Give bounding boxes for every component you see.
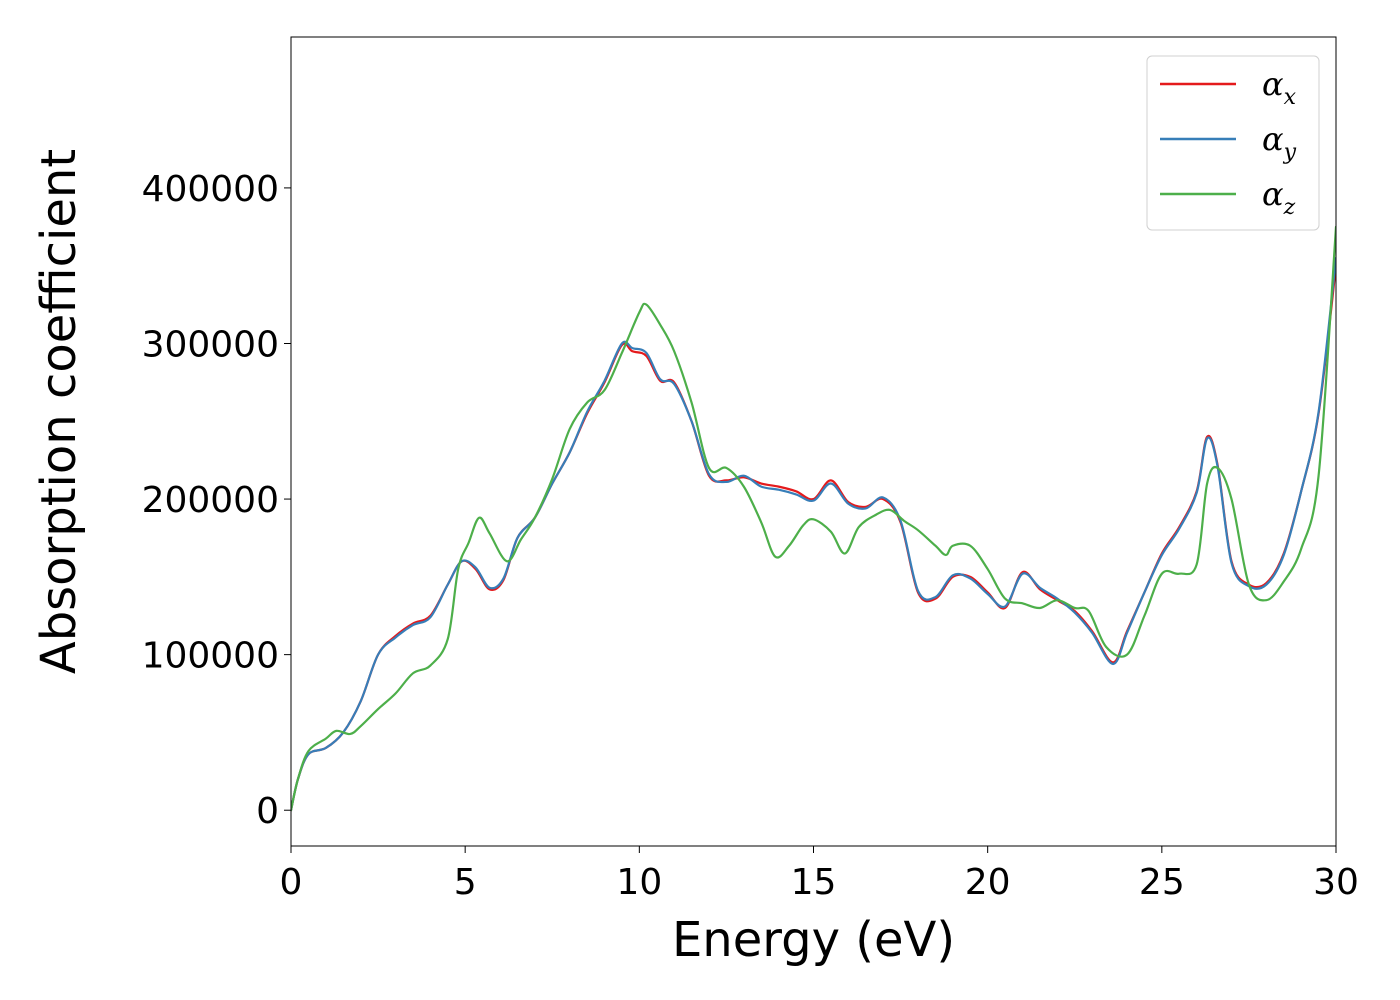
y-tick-label: 400000: [142, 169, 279, 210]
legend-label-x: αx: [1262, 65, 1297, 110]
x-tick-label: 0: [280, 862, 303, 903]
legend-box: [1146, 55, 1320, 231]
legend-label-main: α: [1262, 65, 1284, 103]
legend-label-main: α: [1262, 175, 1284, 213]
legend-label-y: αy: [1262, 120, 1297, 165]
x-tick-label: 15: [791, 862, 837, 903]
y-tick-label: 200000: [142, 480, 279, 521]
x-tick-label: 20: [965, 862, 1011, 903]
x-tick-label: 10: [616, 862, 662, 903]
y-tick-label: 0: [256, 791, 279, 832]
y-tick-label: 300000: [142, 324, 279, 365]
series-line-z: [291, 225, 1336, 812]
x-tick-label: 30: [1313, 862, 1359, 903]
x-axis-title: Energy (eV): [672, 912, 955, 968]
legend-label-sub: z: [1283, 195, 1296, 220]
legend-label-z: αz: [1262, 175, 1296, 220]
legend-label-sub: x: [1284, 85, 1297, 110]
y-tick-label: 100000: [142, 636, 279, 677]
x-axis-ticks: 0 5 10 15 20 25 30: [280, 846, 1359, 903]
legend-label-main: α: [1262, 120, 1284, 158]
plot-lines: [291, 225, 1336, 812]
x-tick-label: 5: [454, 862, 477, 903]
legend-label-sub: y: [1283, 140, 1297, 165]
y-axis-ticks: 0 100000 200000 300000 400000: [142, 169, 291, 832]
y-axis-title: Absorption coefficient: [31, 149, 87, 674]
x-tick-label: 25: [1139, 862, 1185, 903]
